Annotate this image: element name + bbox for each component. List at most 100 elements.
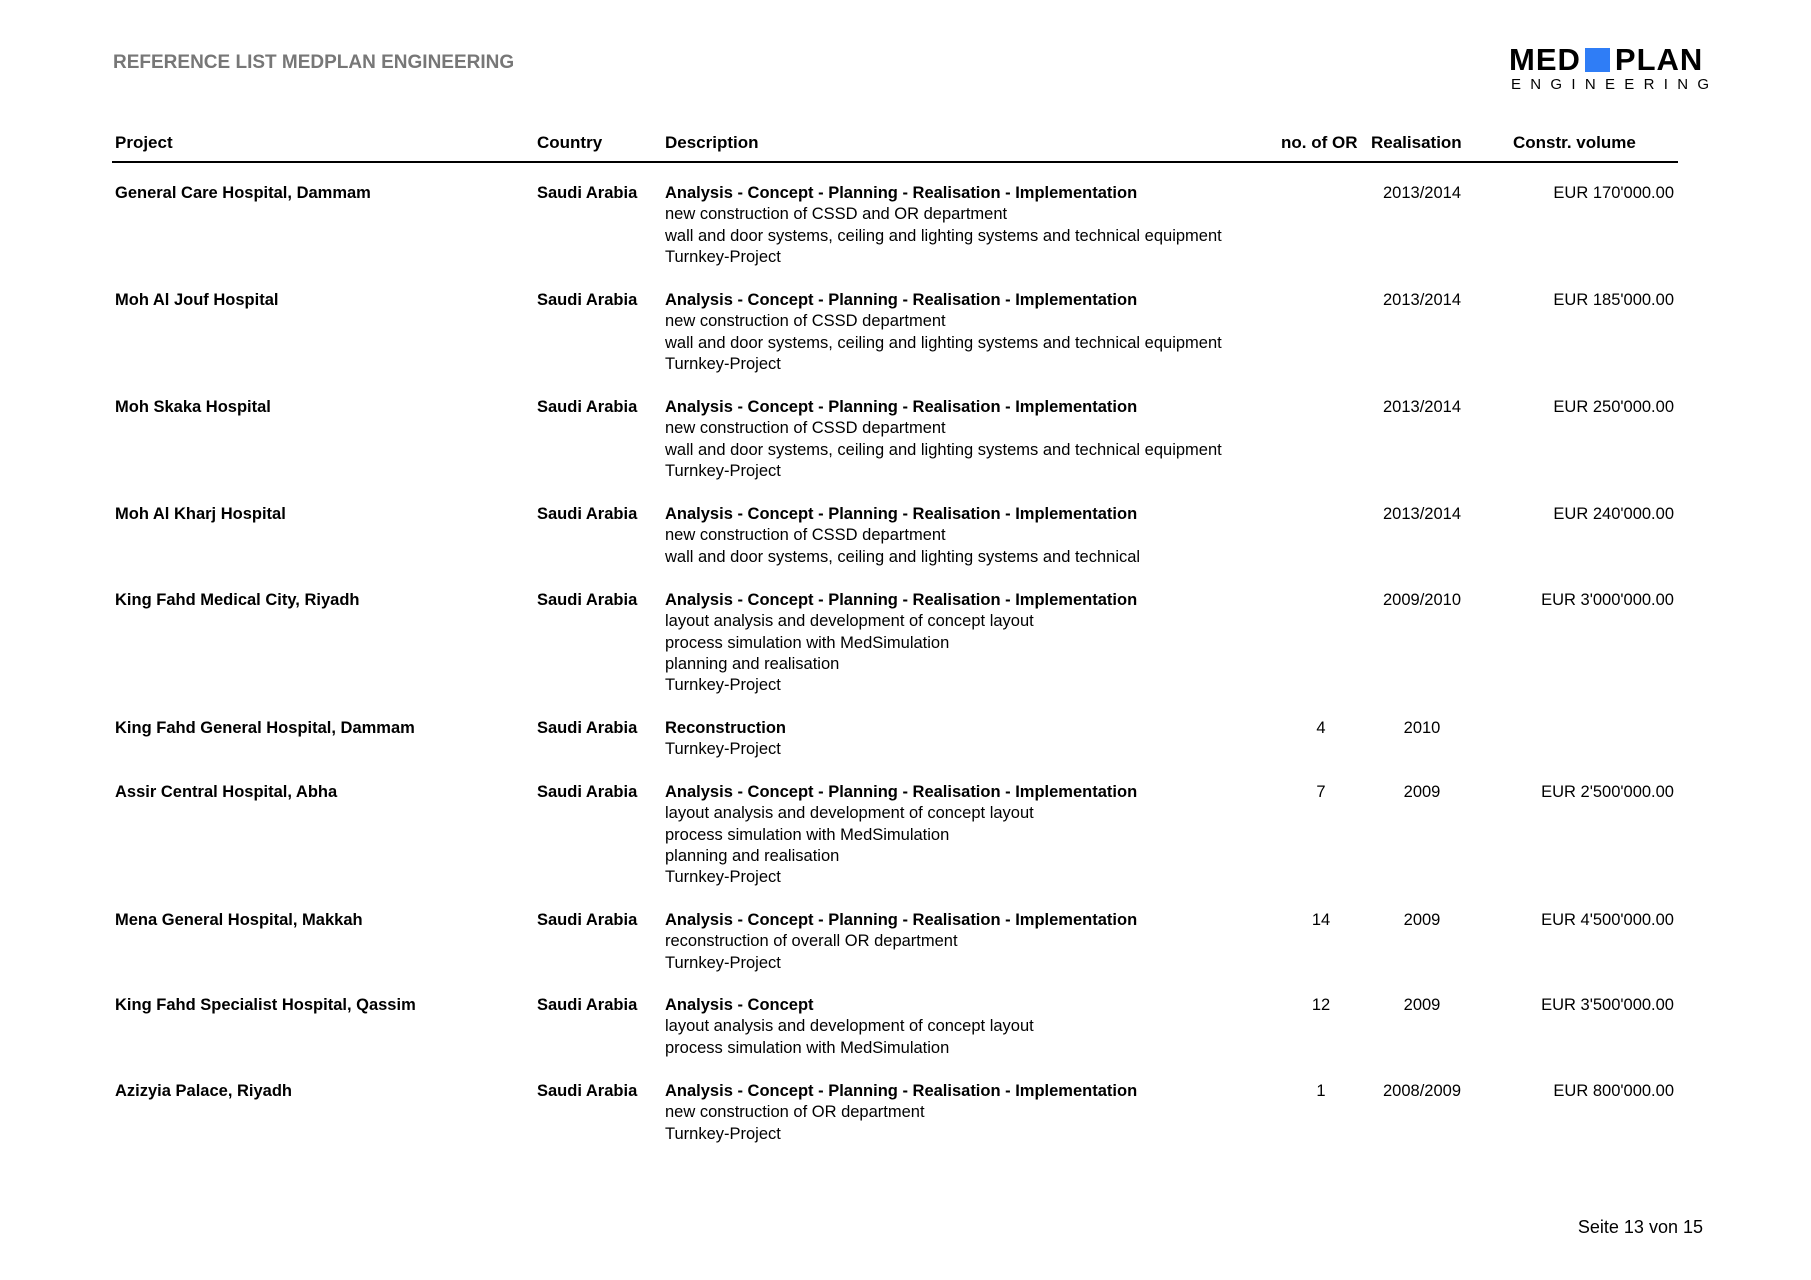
description: Analysis - Concept - Planning - Realisat… — [665, 290, 1285, 375]
realisation: 2009 — [1403, 911, 1441, 929]
project-name: Moh Skaka Hospital — [115, 398, 271, 416]
description-title: Analysis - Concept - Planning - Realisat… — [665, 591, 1138, 609]
description-title: Analysis - Concept - Planning - Realisat… — [665, 505, 1138, 523]
description-title: Reconstruction — [665, 719, 787, 737]
country: Saudi Arabia — [537, 184, 638, 202]
description-line: process simulation with MedSimulation — [665, 825, 950, 844]
description-title: Analysis - Concept - Planning - Realisat… — [665, 1082, 1138, 1100]
realisation: 2013/2014 — [1383, 398, 1461, 416]
description-line: layout analysis and development of conce… — [665, 612, 1034, 631]
no-of-or: 12 — [1311, 996, 1331, 1014]
description: Analysis - Concept - Planning - Realisat… — [665, 183, 1285, 268]
construction-volume: EUR 250'000.00 — [1553, 398, 1674, 416]
description-line: Turnkey-Project — [665, 354, 781, 373]
logo-text-plan: PLAN — [1614, 42, 1704, 77]
logo-text-med: MED — [1509, 42, 1581, 77]
description-line: Turnkey-Project — [665, 676, 781, 695]
description-title: Analysis - Concept - Planning - Realisat… — [665, 783, 1138, 801]
project-name: King Fahd Specialist Hospital, Qassim — [115, 996, 416, 1014]
country: Saudi Arabia — [537, 1082, 638, 1100]
description-line: wall and door systems, ceiling and light… — [665, 547, 1141, 566]
project-name: King Fahd Medical City, Riyadh — [115, 591, 360, 609]
country: Saudi Arabia — [537, 591, 638, 609]
construction-volume: EUR 4'500'000.00 — [1541, 911, 1674, 929]
column-header-no-of-or: no. of OR — [1281, 133, 1358, 152]
no-of-or: 4 — [1316, 719, 1326, 737]
description-line: Turnkey-Project — [665, 1124, 781, 1143]
project-name: Moh Al Jouf Hospital — [115, 291, 279, 309]
header-divider — [112, 161, 1678, 163]
construction-volume: EUR 3'000'000.00 — [1541, 591, 1674, 609]
description-line: Turnkey-Project — [665, 740, 781, 759]
project-name: King Fahd General Hospital, Dammam — [115, 719, 415, 737]
construction-volume: EUR 800'000.00 — [1553, 1082, 1674, 1100]
description-line: new construction of CSSD department — [665, 312, 946, 331]
realisation: 2009/2010 — [1383, 591, 1461, 609]
description-line: Turnkey-Project — [665, 953, 781, 972]
description-line: new construction of OR department — [665, 1103, 925, 1122]
description-line: Turnkey-Project — [665, 247, 781, 266]
column-header-description: Description — [665, 133, 759, 152]
column-header-country: Country — [537, 133, 603, 152]
description-title: Analysis - Concept — [665, 996, 814, 1014]
realisation: 2010 — [1403, 719, 1441, 737]
project-name: Mena General Hospital, Makkah — [115, 911, 363, 929]
project-name: Azizyia Palace, Riyadh — [115, 1082, 292, 1100]
project-name: Moh Al Kharj Hospital — [115, 505, 286, 523]
description-line: process simulation with MedSimulation — [665, 633, 950, 652]
description-line: new construction of CSSD department — [665, 419, 946, 438]
realisation: 2013/2014 — [1383, 505, 1461, 523]
construction-volume: EUR 2'500'000.00 — [1541, 783, 1674, 801]
country: Saudi Arabia — [537, 783, 638, 801]
description: Analysis - Concept - Planning - Realisat… — [665, 1081, 1285, 1145]
description-line: process simulation with MedSimulation — [665, 1038, 950, 1057]
description: Analysis - Concept - Planning - Realisat… — [665, 504, 1285, 568]
description-line: layout analysis and development of conce… — [665, 804, 1034, 823]
column-header-volume: Constr. volume — [1513, 133, 1636, 152]
description-title: Analysis - Concept - Planning - Realisat… — [665, 398, 1138, 416]
description-title: Analysis - Concept - Planning - Realisat… — [665, 184, 1138, 202]
construction-volume: EUR 240'000.00 — [1553, 505, 1674, 523]
construction-volume: EUR 185'000.00 — [1553, 291, 1674, 309]
country: Saudi Arabia — [537, 719, 638, 737]
description-line: Turnkey-Project — [665, 868, 781, 887]
construction-volume: EUR 3'500'000.00 — [1541, 996, 1674, 1014]
logo-text-engineering: ENGINEERING — [1511, 76, 1719, 93]
country: Saudi Arabia — [537, 398, 638, 416]
construction-volume: EUR 170'000.00 — [1553, 184, 1674, 202]
description-line: planning and realisation — [665, 654, 840, 673]
description-title: Analysis - Concept - Planning - Realisat… — [665, 291, 1138, 309]
column-header-project: Project — [115, 133, 173, 152]
logo-square-icon — [1584, 48, 1610, 72]
description-line: new construction of CSSD department — [665, 526, 946, 545]
description-line: planning and realisation — [665, 846, 840, 865]
description-line: new construction of CSSD and OR departme… — [665, 205, 1008, 224]
realisation: 2009 — [1403, 996, 1441, 1014]
country: Saudi Arabia — [537, 291, 638, 309]
realisation: 2008/2009 — [1383, 1082, 1461, 1100]
column-header-realisation: Realisation — [1371, 133, 1462, 152]
country: Saudi Arabia — [537, 505, 638, 523]
description: Analysis - Concept - Planning - Realisat… — [665, 397, 1285, 482]
description: Analysis - Concept - Planning - Realisat… — [665, 910, 1285, 974]
project-name: Assir Central Hospital, Abha — [115, 783, 338, 801]
project-name: General Care Hospital, Dammam — [115, 184, 371, 202]
description: Analysis - Concept layout analysis and de… — [665, 995, 1285, 1059]
description-line: wall and door systems, ceiling and light… — [665, 440, 1222, 459]
description: Reconstruction Turnkey-Project — [665, 718, 1285, 761]
no-of-or: 7 — [1316, 783, 1326, 801]
description: Analysis - Concept - Planning - Realisat… — [665, 590, 1285, 696]
description-title: Analysis - Concept - Planning - Realisat… — [665, 911, 1138, 929]
realisation: 2009 — [1403, 783, 1441, 801]
no-of-or: 14 — [1311, 911, 1331, 929]
country: Saudi Arabia — [537, 996, 638, 1014]
description-line: reconstruction of overall OR department — [665, 932, 958, 951]
description-line: layout analysis and development of conce… — [665, 1017, 1034, 1036]
document-title: REFERENCE LIST MEDPLAN ENGINEERING — [113, 52, 515, 73]
description: Analysis - Concept - Planning - Realisat… — [665, 782, 1285, 888]
realisation: 2013/2014 — [1383, 184, 1461, 202]
description-line: wall and door systems, ceiling and light… — [665, 226, 1222, 245]
country: Saudi Arabia — [537, 911, 638, 929]
realisation: 2013/2014 — [1383, 291, 1461, 309]
no-of-or: 1 — [1316, 1082, 1326, 1100]
